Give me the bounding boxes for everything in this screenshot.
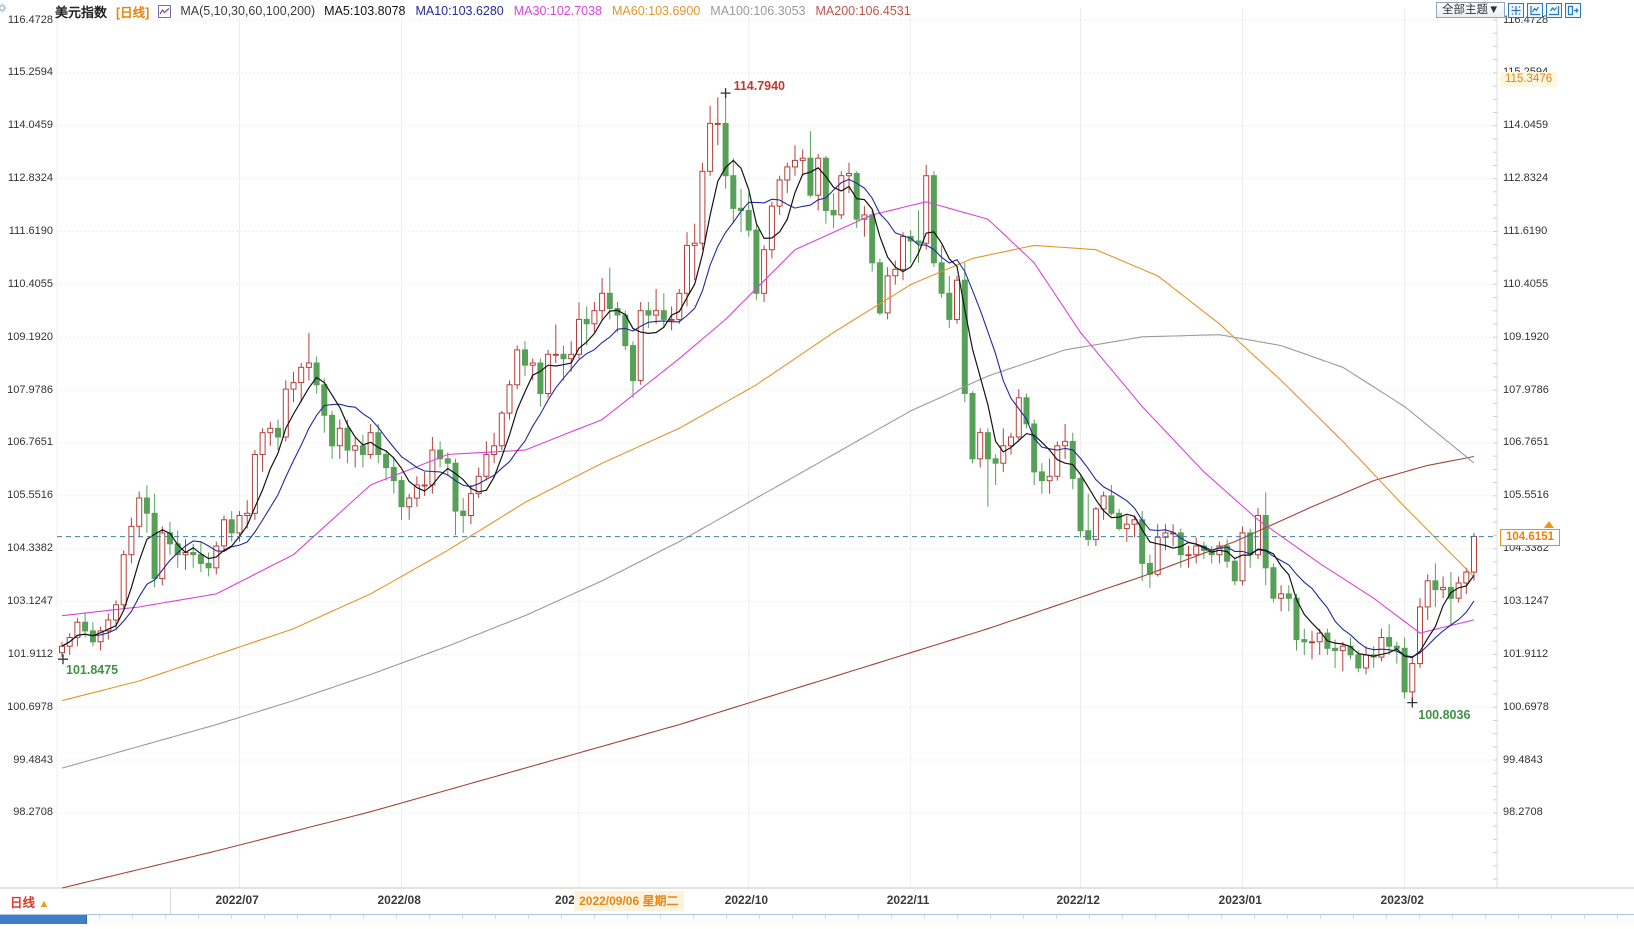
line-chart-icon xyxy=(158,4,172,18)
x-axis-month-label: 2022/11 xyxy=(886,893,930,907)
x-axis-month-label: 2022/10 xyxy=(724,893,769,907)
y-axis-label: 105.5516 xyxy=(1503,489,1549,502)
y-axis-label: 107.9786 xyxy=(1503,383,1549,396)
y-axis-label: 114.0459 xyxy=(7,119,53,132)
y-axis-label: 98.2708 xyxy=(13,806,53,819)
y-axis-label: 109.1920 xyxy=(7,330,53,343)
y-axis-label: 104.3382 xyxy=(7,542,53,555)
pane-period-label[interactable]: 日线 ▲ xyxy=(10,896,50,910)
x-axis-month-label: 2023/01 xyxy=(1218,893,1262,907)
x-scale-icon[interactable] xyxy=(1546,2,1563,18)
ma-legend-item: MA200:106.4531 xyxy=(815,4,911,18)
y-axis-label: 116.4728 xyxy=(7,13,53,26)
ma-legend-item: MA100:106.3053 xyxy=(710,4,806,18)
low-price-annotation: 100.8036 xyxy=(1418,707,1471,722)
pan-right-icon[interactable] xyxy=(1565,2,1582,18)
x-axis-month-label: 2022/08 xyxy=(377,893,421,907)
y-axis-label: 100.6978 xyxy=(1503,700,1549,713)
ma-group-label: MA(5,10,30,60,100,200) xyxy=(180,4,316,18)
chart-header: 美元指数 [日线] MA(5,10,30,60,100,200) MA5:103… xyxy=(55,2,921,20)
y-axis-label: 107.9786 xyxy=(7,383,53,396)
y-axis-label: 101.9112 xyxy=(1503,647,1549,660)
y-axis-label: 111.6190 xyxy=(1503,224,1548,237)
y-axis-label: 115.2594 xyxy=(7,66,53,79)
y-axis-label: 105.5516 xyxy=(7,489,53,502)
high-price-annotation: 114.7940 xyxy=(733,79,786,94)
y-scale-icon[interactable] xyxy=(1527,2,1544,18)
x-axis-month-label: 2022/12 xyxy=(1056,893,1100,907)
auto-fit-icon[interactable] xyxy=(1508,2,1525,18)
ma-legend-item: MA30:102.7038 xyxy=(513,4,603,18)
y-axis-label: 106.7651 xyxy=(1503,436,1549,449)
crosshair-date-label: 2022/09/06 星期二 xyxy=(574,891,684,911)
ma-legend-item: MA5:103.8078 xyxy=(324,4,406,18)
scrollbar-thumb[interactable] xyxy=(0,915,87,924)
y-axis-label: 99.4843 xyxy=(1503,753,1543,766)
toolbar: 全部主题▼ xyxy=(1436,2,1582,18)
x-axis-month-label: 2023/02 xyxy=(1380,893,1424,907)
themes-dropdown-button[interactable]: 全部主题▼ xyxy=(1436,2,1506,18)
up-triangle-icon xyxy=(1543,521,1554,529)
horizontal-scrollbar[interactable] xyxy=(0,914,1634,925)
x-axis: 2022/072022/082022/092022/102022/112022/… xyxy=(0,893,1634,910)
y-axis-label: 109.1920 xyxy=(1503,330,1549,343)
period-high-marker: 115.3476 xyxy=(1500,72,1558,87)
ma-legend-item: MA10:103.6280 xyxy=(415,4,504,18)
pane-separator xyxy=(170,889,171,914)
y-axis-label: 106.7651 xyxy=(7,436,53,449)
sun-icon xyxy=(0,0,12,21)
y-axis-label: 103.1247 xyxy=(7,595,53,608)
y-axis-label: 111.6190 xyxy=(8,224,53,237)
up-arrow-icon: ▲ xyxy=(38,898,50,910)
x-axis-month-label: 2022/07 xyxy=(215,893,259,907)
y-axis-label: 103.1247 xyxy=(1503,595,1549,608)
symbol-name: 美元指数 xyxy=(55,4,108,20)
y-axis-label: 101.9112 xyxy=(7,647,53,660)
y-axis-label: 110.4055 xyxy=(1503,277,1549,290)
y-axis-label: 98.2708 xyxy=(1503,806,1543,819)
ma-legend-item: MA60:103.6900 xyxy=(612,4,701,18)
start-low-annotation: 101.8475 xyxy=(66,663,119,678)
last-price-marker: 104.6151 xyxy=(1500,521,1560,547)
y-axis-label: 112.8324 xyxy=(1503,172,1549,185)
period-tag: [日线] xyxy=(116,5,150,20)
y-axis-label: 112.8324 xyxy=(7,172,53,185)
y-axis-label: 110.4055 xyxy=(7,277,53,290)
y-axis-label: 114.0459 xyxy=(1503,119,1549,132)
y-axis-label: 99.4843 xyxy=(13,753,53,766)
y-axis-label: 100.6978 xyxy=(7,700,53,713)
ma-legend: MA5:103.8078 MA10:103.6280 MA30:102.7038 MA… xyxy=(324,4,921,18)
